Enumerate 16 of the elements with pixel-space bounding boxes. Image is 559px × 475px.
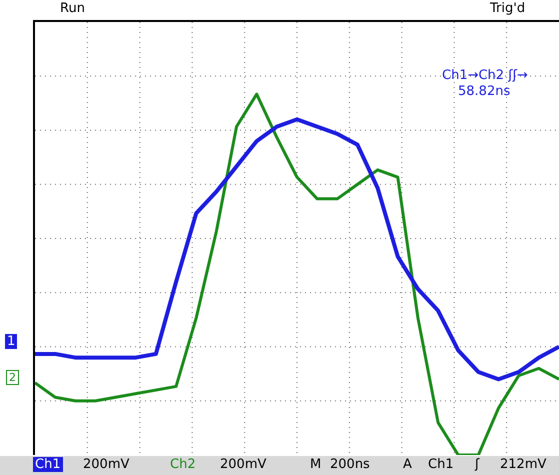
annotation: 58.82ns	[458, 84, 510, 99]
text: Ch1→Ch2 ʃʃ→	[442, 68, 528, 83]
text: Ch1	[428, 457, 454, 472]
text: 212mV	[500, 457, 546, 472]
text: Trig'd	[490, 1, 526, 16]
text: 200mV	[83, 457, 130, 472]
text: 1	[5, 334, 18, 349]
text: 200mV	[220, 457, 266, 472]
text: ʃ	[475, 457, 480, 472]
text: Run	[60, 1, 85, 16]
text: A	[403, 457, 412, 472]
text: Ch1	[33, 457, 63, 472]
text: 2	[6, 370, 19, 385]
text: Ch2	[170, 457, 196, 472]
text: 200ns	[330, 457, 370, 472]
text: M	[310, 457, 322, 472]
